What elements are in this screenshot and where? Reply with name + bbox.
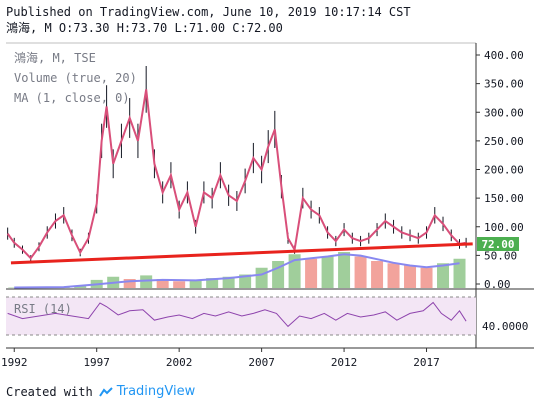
volume-bar: [387, 263, 400, 288]
legend-symbol: 鴻海, M, TSE: [14, 50, 96, 65]
volume-bar: [123, 279, 136, 288]
price-tick-label: 400.00: [484, 49, 524, 62]
last-price-tag: [477, 237, 519, 251]
price-tick-label: 100.00: [484, 221, 524, 234]
volume-bar: [255, 267, 268, 288]
volume-bar: [140, 275, 153, 288]
tradingview-brand[interactable]: TradingView: [116, 384, 196, 399]
volume-bar: [404, 265, 417, 288]
time-tick-label: 2012: [331, 356, 358, 369]
price-tick-label: 50.00: [484, 249, 517, 262]
ohlc-line: 鴻海, M O:73.30 H:73.70 L:71.00 C:72.00: [6, 21, 283, 35]
rsi-tick-label: 40.0000: [482, 320, 528, 333]
time-tick-label: 2017: [413, 356, 440, 369]
volume-bars: [8, 252, 466, 288]
volume-bar: [288, 254, 301, 288]
tradingview-logo-icon: [98, 387, 113, 397]
volume-bar: [420, 267, 433, 288]
volume-bar: [437, 263, 450, 288]
time-tick-label: 1992: [1, 356, 28, 369]
volume-bar: [206, 278, 219, 288]
legend-volume: Volume (true, 20): [14, 71, 137, 85]
price-axis: 0.00 50.00 100.00 150.00 200.00 250.00 300.00 3…: [476, 49, 524, 291]
volume-bar: [305, 258, 318, 288]
time-axis: 1992 1997 2002 2007 2012 2017: [1, 348, 440, 369]
volume-bar: [156, 279, 169, 288]
price-tick-label: 150.00: [484, 192, 524, 205]
volume-bar: [239, 274, 252, 288]
volume-bar: [189, 279, 202, 288]
time-tick-label: 2002: [166, 356, 193, 369]
volume-bar: [321, 256, 334, 288]
volume-bar: [222, 276, 235, 288]
last-price-label: 72.00: [481, 238, 514, 251]
price-tick-label: 250.00: [484, 135, 524, 148]
trendline[interactable]: [10, 242, 473, 265]
price-tick-label: 300.00: [484, 106, 524, 119]
volume-bar: [354, 256, 367, 288]
volume-bar: [338, 252, 351, 288]
published-line: Published on TradingView.com, June 10, 2…: [6, 5, 411, 19]
created-with-label: Created with: [6, 385, 93, 399]
price-line: [6, 89, 467, 260]
volume-bar: [272, 261, 285, 288]
volume-bar: [173, 281, 186, 288]
volume-bar: [74, 285, 87, 288]
volume-bar: [371, 261, 384, 288]
legend-ma: MA (1, close, 0): [14, 91, 130, 105]
price-tick-label: 200.00: [484, 164, 524, 177]
volume-ma-line: [14, 253, 460, 289]
footer: Created with TradingView: [6, 384, 195, 400]
rsi-line: [7, 301, 467, 328]
time-tick-label: 1997: [83, 356, 110, 369]
price-tick-label: 350.00: [484, 78, 524, 91]
legend-rsi: RSI (14): [14, 302, 72, 316]
time-tick-label: 2007: [248, 356, 275, 369]
price-tick-label: 0.00: [484, 278, 511, 291]
volume-bar: [453, 258, 466, 288]
